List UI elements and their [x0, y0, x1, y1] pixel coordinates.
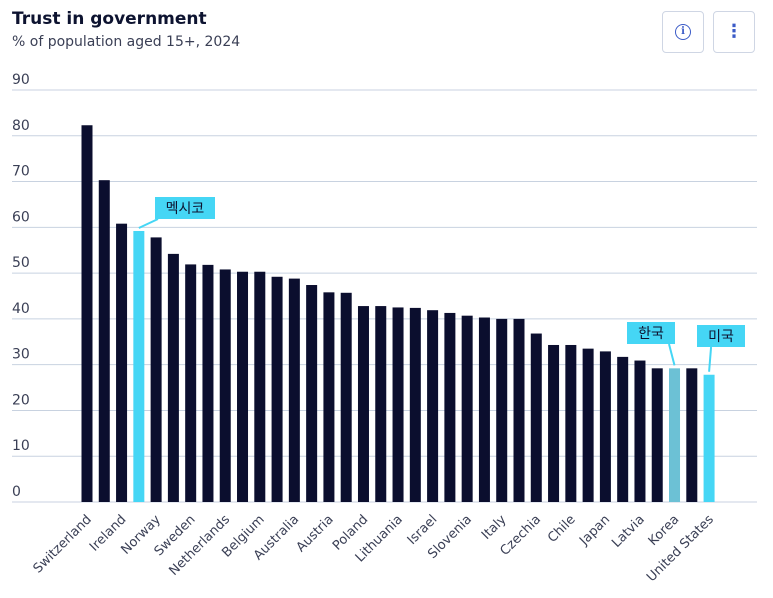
y-tick-label: 70: [12, 164, 30, 180]
callout-label: 미국: [708, 329, 734, 345]
y-tick-label: 40: [12, 301, 30, 317]
more-options-button[interactable]: ⋮: [713, 11, 755, 53]
chart-title: Trust in government: [12, 9, 207, 29]
y-tick-label: 30: [12, 347, 30, 363]
bar[interactable]: [254, 271, 266, 502]
bar[interactable]: [634, 360, 646, 502]
bar[interactable]: [323, 292, 335, 502]
bar[interactable]: [150, 237, 162, 502]
bar[interactable]: [98, 180, 110, 502]
bar[interactable]: [565, 344, 577, 502]
info-icon: i: [675, 24, 691, 40]
bar[interactable]: [617, 356, 629, 502]
bar[interactable]: [133, 230, 145, 503]
y-tick-label: 90: [12, 72, 30, 88]
callout-leader: [708, 346, 713, 372]
chart-subtitle: % of population aged 15+, 2024: [12, 34, 241, 50]
callout-box: [627, 322, 675, 344]
bar[interactable]: [669, 368, 681, 502]
bar[interactable]: [202, 264, 214, 502]
y-tick-label: 80: [12, 118, 30, 134]
bar[interactable]: [461, 315, 473, 502]
bar[interactable]: [116, 223, 128, 502]
y-tick-label: 10: [12, 438, 30, 454]
bar[interactable]: [513, 318, 525, 502]
bar[interactable]: [686, 368, 698, 502]
callout-box: [697, 325, 745, 347]
bar[interactable]: [81, 125, 93, 502]
x-tick-label: Chile: [545, 512, 579, 546]
bar[interactable]: [185, 264, 197, 502]
bar[interactable]: [496, 318, 508, 502]
y-tick-label: 60: [12, 209, 30, 225]
x-tick-label: Latvia: [609, 512, 648, 551]
x-tick-label: Austria: [294, 512, 337, 555]
bar[interactable]: [288, 278, 300, 502]
callout-leader: [138, 218, 159, 229]
callout-label: 한국: [638, 326, 664, 342]
bar[interactable]: [357, 306, 369, 502]
bar[interactable]: [375, 306, 387, 502]
bar[interactable]: [703, 374, 715, 502]
bar[interactable]: [340, 292, 352, 502]
bar[interactable]: [219, 269, 231, 502]
y-tick-label: 20: [12, 392, 30, 408]
callout-box: [155, 197, 215, 219]
callout-leader: [668, 343, 676, 366]
bar[interactable]: [478, 317, 490, 502]
y-tick-label: 50: [12, 255, 30, 271]
bar[interactable]: [530, 333, 542, 502]
bar[interactable]: [271, 276, 283, 502]
y-tick-label: 0: [12, 484, 21, 500]
bar[interactable]: [409, 307, 421, 502]
bar[interactable]: [427, 310, 439, 502]
bar[interactable]: [237, 271, 249, 502]
bar[interactable]: [548, 344, 560, 502]
x-tick-label: Italy: [479, 512, 510, 543]
bar[interactable]: [306, 285, 318, 502]
info-button[interactable]: i: [662, 11, 704, 53]
more-vertical-icon: ⋮: [725, 21, 743, 42]
bar[interactable]: [167, 253, 179, 502]
bar[interactable]: [444, 312, 456, 502]
bar[interactable]: [582, 348, 594, 502]
x-tick-label: Switzerland: [31, 512, 95, 576]
x-tick-label: Japan: [576, 512, 613, 549]
bar[interactable]: [392, 307, 404, 502]
bar[interactable]: [599, 351, 611, 502]
bar[interactable]: [651, 368, 663, 502]
callout-label: 멕시코: [166, 201, 205, 217]
